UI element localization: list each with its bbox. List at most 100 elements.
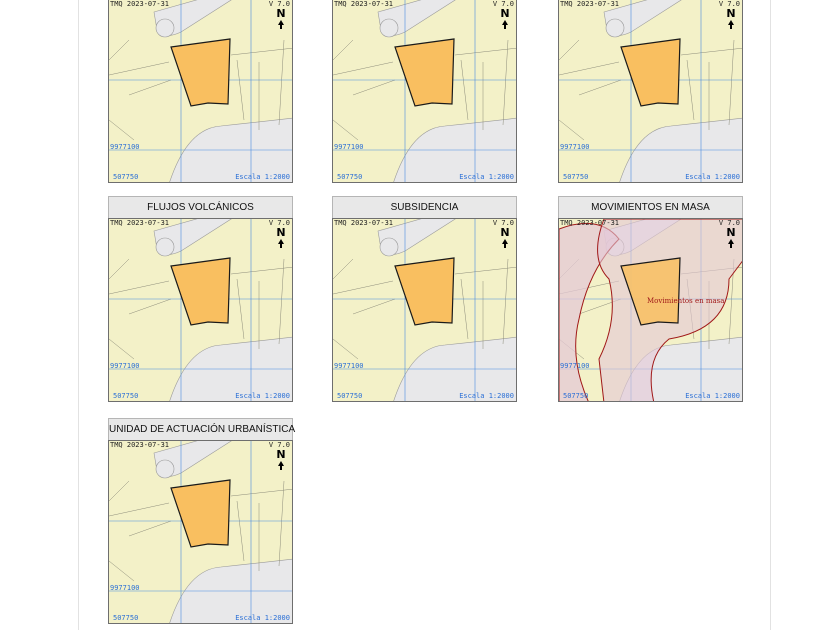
subject-parcel — [620, 38, 681, 107]
subject-parcel — [170, 257, 231, 326]
scale-label: Escala 1:2000 — [235, 614, 290, 622]
cul-de-sac — [155, 237, 175, 257]
north-arrow-stem — [730, 24, 732, 29]
parcel-line — [109, 560, 135, 582]
map-header-label: TMQ 2023-07-31 — [110, 0, 170, 8]
map-graphic — [559, 219, 742, 401]
map-panel-movimientos-en-masa: MOVIMIENTOS EN MASA TMQ 2023-07-31 V 7.0 9… — [558, 196, 743, 402]
map-frame: TMQ 2023-07-31 V 7.0 9977100 507750 Escala 1… — [332, 218, 517, 402]
parcel-line — [352, 79, 396, 96]
map-panel-3: TMQ 2023-07-31 V 7.0 9977100 507750 Escala 1… — [558, 0, 743, 183]
map-panel-subsidencia: SUBSIDENCIA TMQ 2023-07-31 V 7.0 9977100 50… — [332, 196, 517, 402]
parcel-line — [502, 258, 509, 345]
y-coordinate-label: 9977100 — [110, 143, 140, 151]
parcel-line — [352, 298, 396, 315]
y-coordinate-label: 9977100 — [334, 362, 364, 370]
north-arrow-icon: N — [276, 7, 286, 20]
subject-parcel — [170, 479, 231, 548]
y-coordinate-label: 9977100 — [110, 584, 140, 592]
parcel-line — [333, 61, 394, 76]
map-frame: TMQ 2023-07-31 V 7.0 9977100 507750 Escala 1… — [108, 440, 293, 624]
north-arrow-stem — [280, 243, 282, 248]
map-frame: TMQ 2023-07-31 V 7.0 9977100 507750 Escala 1… — [108, 218, 293, 402]
map-graphic — [333, 219, 516, 401]
panel-title: MOVIMIENTOS EN MASA — [558, 196, 743, 218]
y-coordinate-label: 9977100 — [560, 362, 590, 370]
map-header-label: TMQ 2023-07-31 — [110, 441, 170, 449]
north-arrow-stem — [730, 243, 732, 248]
x-coordinate-label: 507750 — [113, 173, 139, 181]
parcel-line — [333, 338, 359, 360]
parcel-line — [236, 278, 245, 340]
north-arrow-icon: N — [726, 226, 736, 239]
parcel-line — [278, 258, 285, 345]
x-coordinate-label: 507750 — [337, 173, 363, 181]
parcel-line — [109, 280, 170, 295]
panel-title: UNIDAD DE ACTUACIÓN URBANÍSTICA — [108, 418, 295, 440]
map-frame: TMQ 2023-07-31 V 7.0 9977100 507750 Escala 1… — [332, 0, 517, 183]
cul-de-sac — [155, 459, 175, 479]
parcel-line — [236, 59, 245, 121]
map-frame: TMQ 2023-07-31 V 7.0 9977100 507750 Escala 1… — [558, 0, 743, 183]
cul-de-sac — [379, 237, 399, 257]
parcel-line — [333, 258, 354, 280]
subject-parcel — [620, 257, 681, 326]
north-arrow-stem — [280, 465, 282, 470]
map-version-label: V 7.0 — [492, 219, 514, 227]
parcel-line — [460, 278, 469, 340]
parcel-line — [109, 502, 170, 517]
map-graphic — [333, 0, 516, 182]
scale-label: Escala 1:2000 — [235, 392, 290, 400]
north-arrow-stem — [504, 24, 506, 29]
parcel-line — [559, 119, 585, 141]
map-graphic — [559, 0, 742, 182]
parcel-line — [559, 39, 580, 61]
north-arrow-icon: N — [276, 226, 286, 239]
map-header-label: TMQ 2023-07-31 — [334, 0, 394, 8]
map-header-label: TMQ 2023-07-31 — [334, 219, 394, 227]
scale-label: Escala 1:2000 — [235, 173, 290, 181]
north-arrow-head-icon — [278, 461, 284, 466]
map-version-label: V 7.0 — [268, 219, 290, 227]
north-arrow-head-icon — [728, 239, 734, 244]
map-header-label: TMQ 2023-07-31 — [560, 219, 620, 227]
map-panel-1: TMQ 2023-07-31 V 7.0 9977100 507750 Escala 1… — [108, 0, 293, 183]
north-arrow-icon: N — [726, 7, 736, 20]
parcel-line — [502, 39, 509, 126]
hazard-area — [559, 222, 620, 401]
parcel-line — [333, 119, 359, 141]
map-frame: TMQ 2023-07-31 V 7.0 9977100 507750 Escala 1… — [108, 0, 293, 183]
north-arrow-icon: N — [500, 7, 510, 20]
parcel-line — [128, 298, 172, 315]
parcel-line — [109, 61, 170, 76]
report-page: TMQ 2023-07-31 V 7.0 9977100 507750 Escala 1… — [78, 0, 771, 630]
hazard-label: Movimientos en masa — [647, 297, 725, 305]
map-version-label: V 7.0 — [718, 0, 740, 8]
parcel-line — [559, 61, 620, 76]
parcel-line — [128, 520, 172, 537]
map-panel-flujos-volcanicos: FLUJOS VOLCÁNICOS TMQ 2023-07-31 V 7.0 997… — [108, 196, 293, 402]
parcel-line — [278, 480, 285, 567]
map-header-label: TMQ 2023-07-31 — [560, 0, 620, 8]
scale-label: Escala 1:2000 — [459, 173, 514, 181]
x-coordinate-label: 507750 — [113, 392, 139, 400]
north-arrow-head-icon — [728, 20, 734, 25]
subject-parcel — [394, 38, 455, 107]
parcel-line — [128, 79, 172, 96]
north-arrow-icon: N — [276, 448, 286, 461]
map-version-label: V 7.0 — [268, 441, 290, 449]
parcel-line — [236, 500, 245, 562]
north-arrow-stem — [280, 24, 282, 29]
x-coordinate-label: 507750 — [563, 173, 589, 181]
scale-label: Escala 1:2000 — [459, 392, 514, 400]
subject-parcel — [170, 38, 231, 107]
panel-title: SUBSIDENCIA — [332, 196, 517, 218]
north-arrow-head-icon — [278, 20, 284, 25]
map-frame: TMQ 2023-07-31 V 7.0 9977100 507750 Escala 1… — [558, 218, 743, 402]
parcel-line — [333, 39, 354, 61]
map-graphic — [109, 219, 292, 401]
parcel-line — [686, 59, 695, 121]
north-arrow-stem — [504, 243, 506, 248]
cul-de-sac — [379, 18, 399, 38]
parcel-line — [109, 338, 135, 360]
